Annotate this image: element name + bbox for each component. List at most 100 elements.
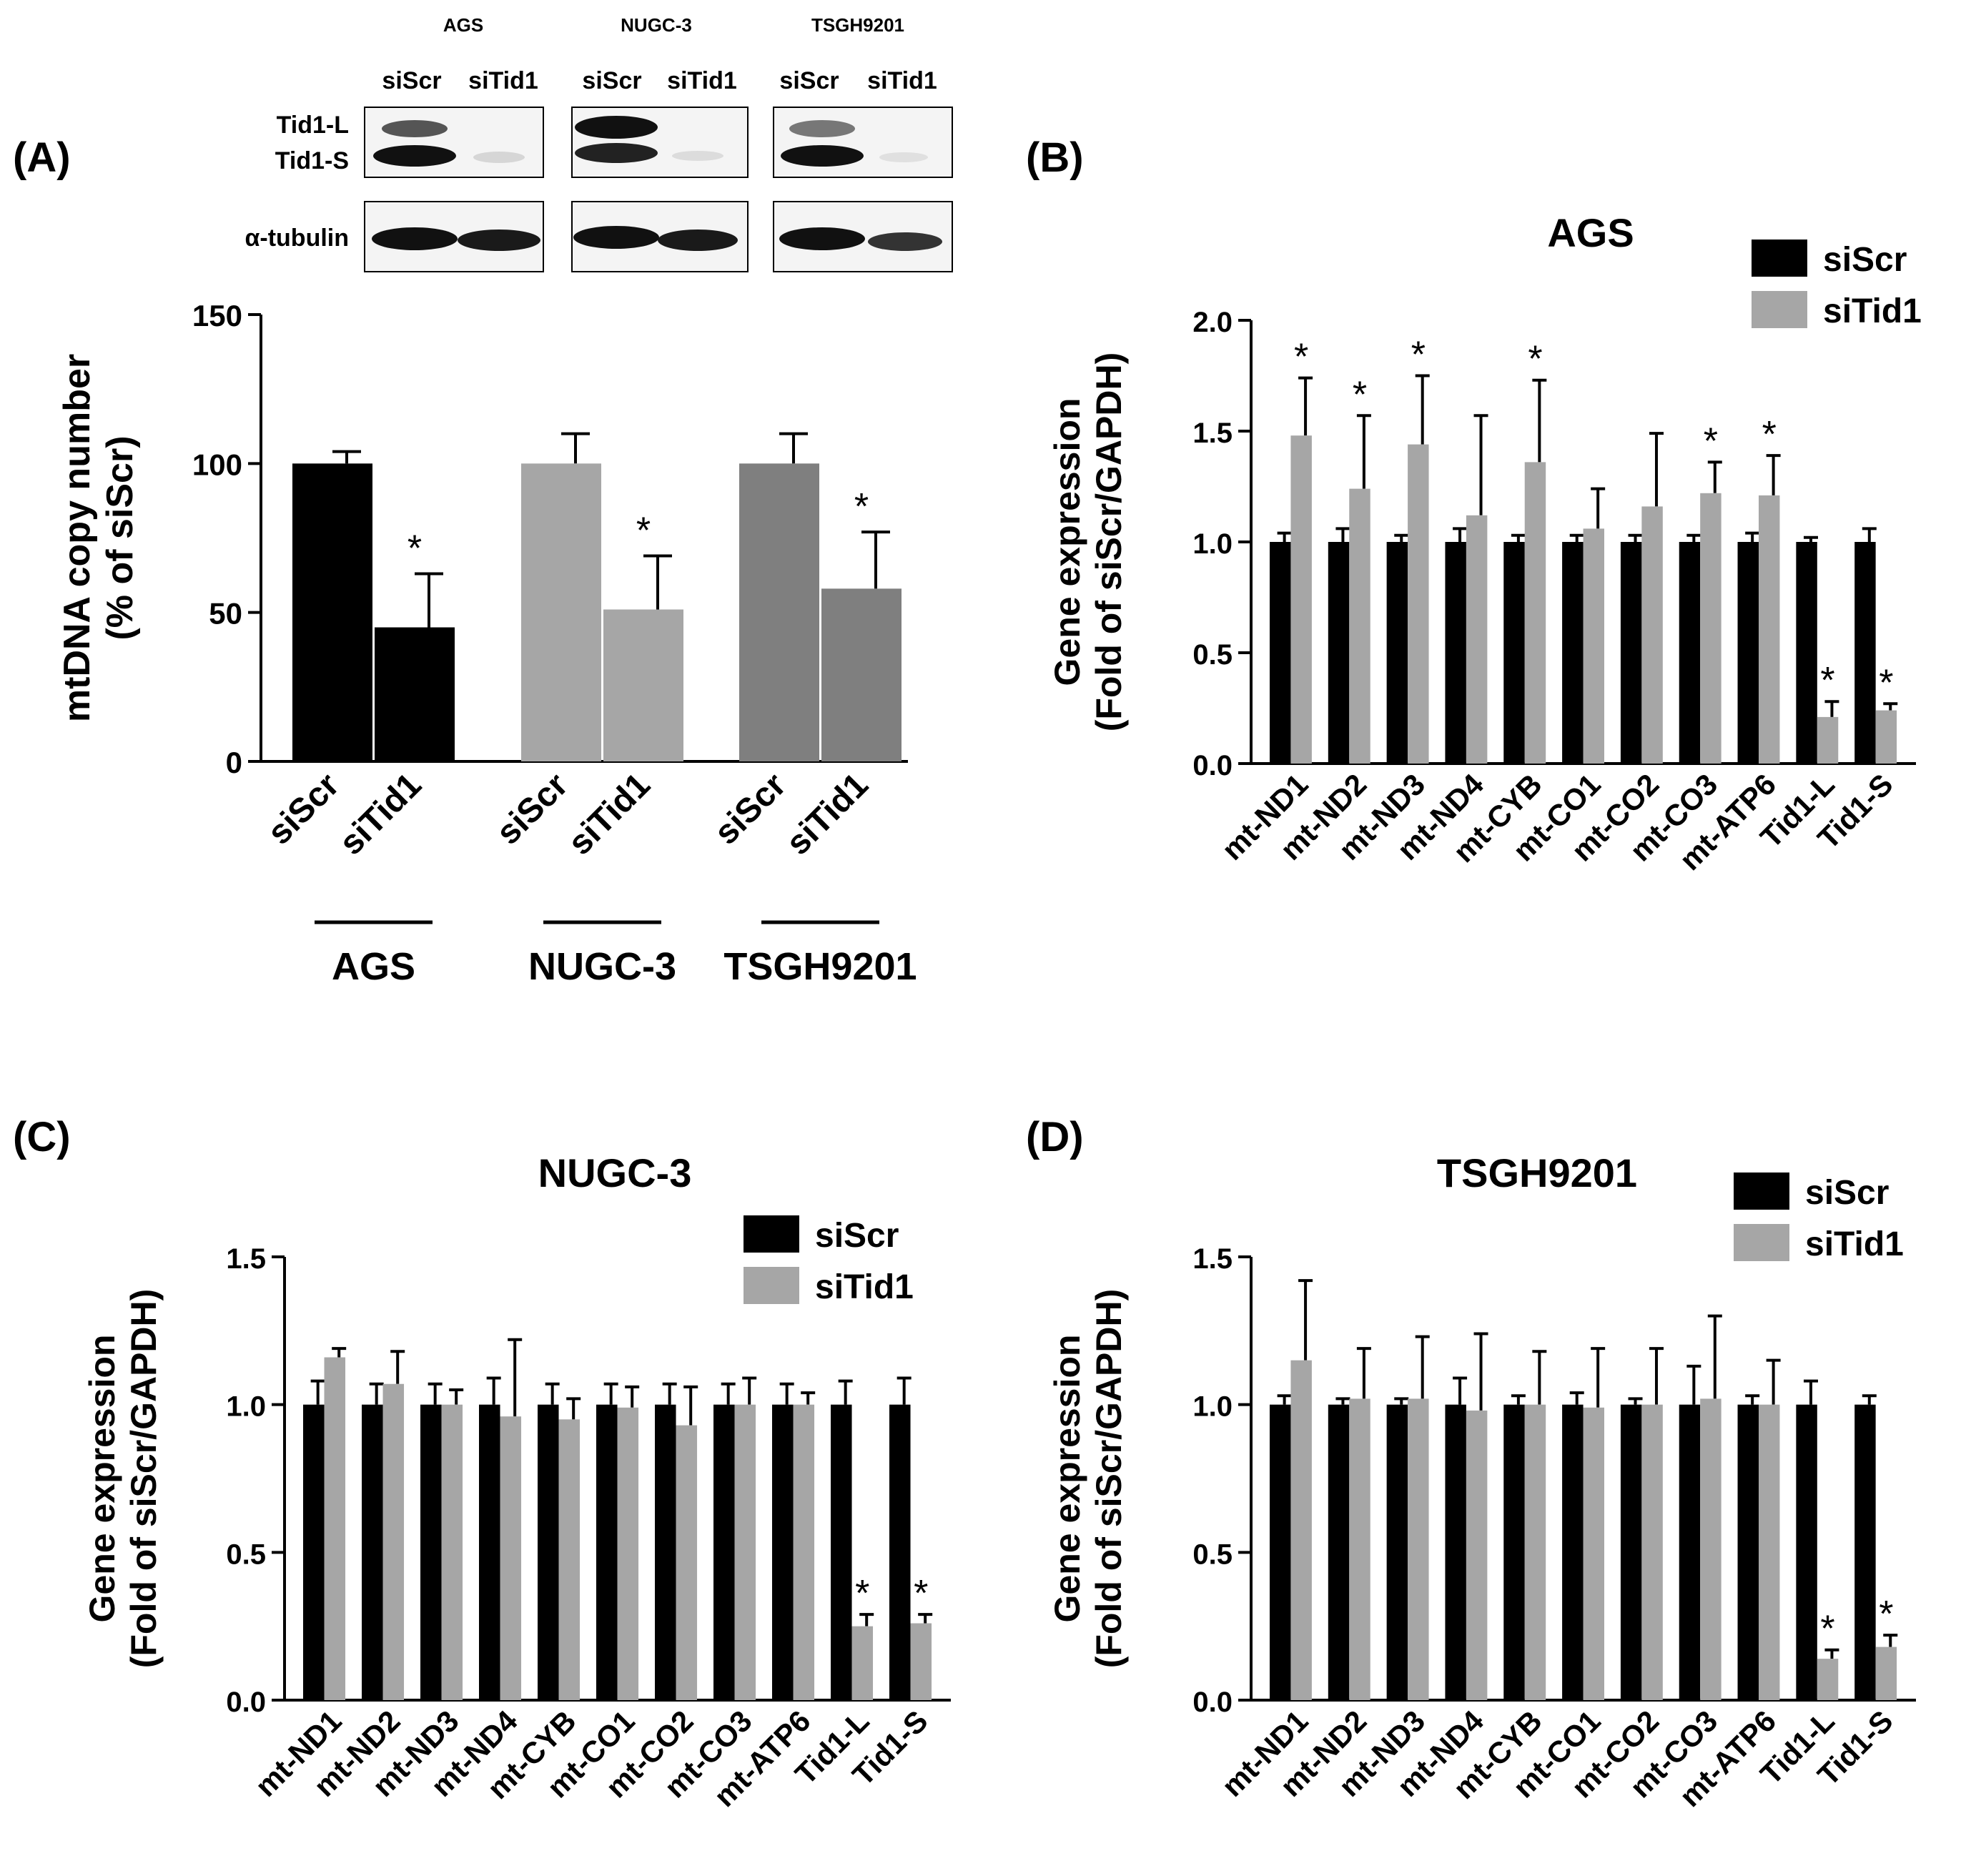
bar-sitid1-mt-co3 xyxy=(1700,1398,1722,1700)
bar-siscr-mt-co3 xyxy=(713,1404,735,1700)
significance-mark: * xyxy=(1879,662,1893,704)
significance-mark: * xyxy=(1353,374,1367,415)
blot-lane-label: siScr xyxy=(582,67,641,94)
bar-siscr-mt-nd4 xyxy=(1445,1404,1466,1700)
x-tick-label: siScr xyxy=(707,766,794,852)
bar-siscr-mt-nd4 xyxy=(1445,542,1466,764)
bar-siscr-mt-nd2 xyxy=(362,1404,383,1700)
bar-sitid1-mt-cyb xyxy=(1524,462,1546,764)
blot-band xyxy=(573,226,659,249)
bar-siscr-mt-nd1 xyxy=(1270,1404,1291,1700)
panel-label-a: (A) xyxy=(13,134,71,181)
bar-sitid1-mt-cyb xyxy=(558,1419,581,1700)
bar-sitid1-mt-atp6 xyxy=(1759,1404,1780,1700)
legend-swatch-sitid1 xyxy=(744,1267,799,1304)
bar-sitid1-mt-co2 xyxy=(1641,506,1663,764)
legend-label-sitid1: siTid1 xyxy=(1805,1225,1904,1263)
y-tick-label: 0.5 xyxy=(226,1539,266,1570)
bar-siscr-mt-co1 xyxy=(1562,542,1584,764)
y-tick-label: 0.0 xyxy=(1192,1687,1233,1718)
significance-mark: * xyxy=(855,1573,869,1614)
legend-label-siscr: siScr xyxy=(1805,1174,1889,1212)
chart-title: TSGH9201 xyxy=(1437,1150,1637,1195)
bar-sitid1-mt-cyb xyxy=(1524,1404,1546,1700)
bar-tsgh9201-sitid1 xyxy=(821,588,902,761)
legend-swatch-siscr xyxy=(1734,1172,1789,1210)
bar-siscr-tid1-l xyxy=(831,1404,852,1700)
y-tick-label: 150 xyxy=(192,299,242,332)
y-tick-label: 2.0 xyxy=(1192,307,1233,338)
blot-band xyxy=(658,229,738,251)
blot-band xyxy=(672,151,723,161)
significance-mark: * xyxy=(914,1573,928,1614)
bar-siscr-mt-cyb xyxy=(1503,1404,1525,1700)
y-tick-label: 0.5 xyxy=(1192,1539,1233,1570)
bar-siscr-mt-co3 xyxy=(1679,542,1701,764)
bar-sitid1-mt-co1 xyxy=(1583,528,1604,764)
bar-sitid1-mt-co3 xyxy=(1700,493,1722,764)
bar-ags-siscr xyxy=(292,463,372,761)
significance-mark: * xyxy=(1704,420,1718,462)
bar-sitid1-mt-co2 xyxy=(676,1425,698,1700)
chart-c: 0.0 0.5 1.0 1.5 Gene expression (Fold of siSc… xyxy=(82,1150,951,1813)
blot-band xyxy=(382,120,448,137)
bar-siscr-mt-nd3 xyxy=(1386,1404,1408,1700)
bar-siscr-mt-cyb xyxy=(538,1404,559,1700)
bar-sitid1-mt-atp6 xyxy=(793,1404,815,1700)
y-tick-label: 1.5 xyxy=(1192,418,1233,449)
blot-band xyxy=(575,116,658,139)
blot-band xyxy=(868,232,942,251)
bar-sitid1-mt-nd2 xyxy=(1349,1398,1370,1700)
bar-siscr-mt-nd2 xyxy=(1328,542,1350,764)
bar-sitid1-tid1-s xyxy=(1875,1647,1897,1700)
y-axis-label-units: (% of siScr) xyxy=(99,435,141,640)
legend-label-sitid1: siTid1 xyxy=(1823,292,1922,330)
panel-label-d: (D) xyxy=(1026,1114,1084,1160)
chart-title: AGS xyxy=(1547,210,1634,255)
bar-siscr-mt-nd2 xyxy=(1328,1404,1350,1700)
legend-swatch-siscr xyxy=(744,1215,799,1253)
legend-label-siscr: siScr xyxy=(815,1217,899,1255)
blot-lane-label: siScr xyxy=(779,67,839,94)
bar-nugc-3-sitid1 xyxy=(603,609,683,761)
y-tick-label: 0.5 xyxy=(1192,639,1233,671)
significance-mark: * xyxy=(1528,339,1542,380)
bar-sitid1-mt-co2 xyxy=(1641,1404,1663,1700)
bar-siscr-tid1-l xyxy=(1796,542,1817,764)
bar-sitid1-mt-co1 xyxy=(617,1407,639,1700)
y-axis-label: Gene expression xyxy=(1047,398,1087,686)
y-tick-label: 1.5 xyxy=(1192,1243,1233,1275)
significance-mark: * xyxy=(1879,1594,1893,1635)
y-tick-label: 100 xyxy=(192,448,242,481)
bar-siscr-mt-co2 xyxy=(655,1404,676,1700)
y-axis-label-units: (Fold of siScr/GAPDH) xyxy=(1089,1289,1129,1669)
bar-siscr-tid1-s xyxy=(889,1404,911,1700)
bar-sitid1-tid1-s xyxy=(910,1623,932,1700)
significance-mark: * xyxy=(1820,660,1834,701)
blot-band xyxy=(781,145,864,167)
blot-band xyxy=(458,229,540,251)
bar-sitid1-mt-co1 xyxy=(1583,1407,1604,1700)
legend-swatch-siscr xyxy=(1752,240,1807,277)
bar-siscr-mt-nd1 xyxy=(303,1404,325,1700)
bar-siscr-mt-co2 xyxy=(1620,1404,1642,1700)
x-tick-label: siTid1 xyxy=(779,766,876,862)
bar-sitid1-mt-nd4 xyxy=(500,1416,522,1700)
bar-sitid1-mt-nd1 xyxy=(324,1357,346,1700)
y-axis-label-units: (Fold of siScr/GAPDH) xyxy=(124,1289,164,1669)
panel-label-b: (B) xyxy=(1026,134,1084,181)
bar-siscr-mt-co3 xyxy=(1679,1404,1701,1700)
bar-sitid1-mt-nd3 xyxy=(1408,1398,1429,1700)
bar-sitid1-mt-nd3 xyxy=(441,1404,463,1700)
blot-cellline-ags: AGS xyxy=(443,14,483,36)
blot-band xyxy=(779,227,865,250)
chart-a: 0 50 100 150 mtDNA copy number (% of siScr) si… xyxy=(56,299,917,988)
blot-band xyxy=(879,152,928,162)
significance-mark: * xyxy=(854,486,869,528)
bar-siscr-mt-nd3 xyxy=(420,1404,442,1700)
blot-lane-label: siTid1 xyxy=(867,67,937,94)
bar-sitid1-tid1-l xyxy=(851,1626,874,1700)
bar-sitid1-mt-co3 xyxy=(734,1404,756,1700)
y-tick-label: 0 xyxy=(226,746,242,779)
y-tick-label: 50 xyxy=(209,597,242,631)
